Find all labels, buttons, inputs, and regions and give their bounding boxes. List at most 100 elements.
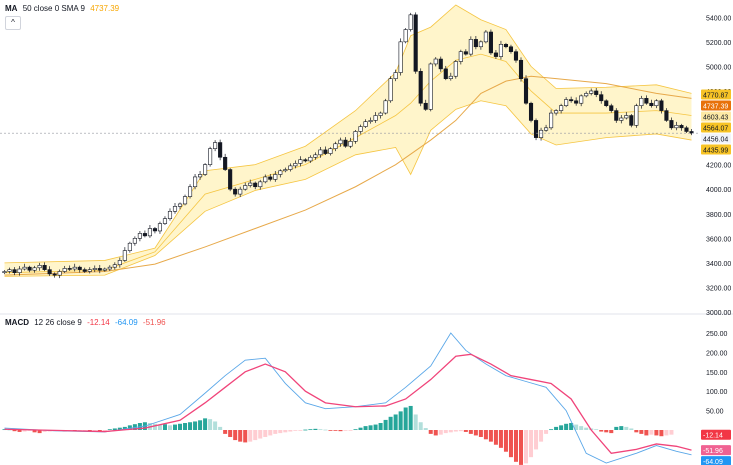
candle [488, 29, 493, 55]
candle [478, 40, 483, 50]
macd-histogram-bar [649, 430, 654, 435]
macd-histogram-bar [333, 430, 338, 431]
signal-line [4, 353, 692, 454]
price-label-text: 4737.39 [703, 104, 728, 111]
candle-body [62, 268, 67, 272]
candle [343, 137, 348, 148]
macd-histogram-bar [178, 423, 183, 430]
macd-histogram-bar [544, 430, 549, 434]
candle-body [398, 41, 403, 73]
macd-histogram-bar [478, 430, 483, 437]
macd-histogram-bar [549, 429, 554, 431]
collapse-icon[interactable]: ^ [5, 16, 21, 30]
candle-body [363, 121, 368, 127]
candle [7, 267, 12, 274]
candle-body [423, 102, 428, 110]
candle [609, 103, 614, 113]
candle [523, 75, 529, 105]
candle [137, 230, 142, 242]
candle-body [428, 63, 433, 110]
candle-body [443, 68, 448, 79]
candle-body [7, 269, 12, 272]
candle [87, 267, 92, 274]
macd-histogram-bar [353, 429, 358, 431]
price-label-bg [701, 122, 731, 133]
price-tick-label: 5000.00 [706, 64, 731, 71]
candle-body [72, 266, 77, 270]
price-label-text: 4564.07 [703, 126, 728, 133]
candle-body [559, 105, 564, 111]
candle [674, 121, 679, 131]
macd-histogram-bar [619, 426, 624, 430]
candle-body [223, 156, 228, 170]
macd-histogram-bar [208, 419, 213, 430]
macd-histogram-bar [423, 428, 428, 430]
macd-histogram-bar [42, 430, 47, 432]
price-tick-label: 3600.00 [706, 236, 731, 243]
candle-body [47, 269, 52, 275]
candle [323, 146, 328, 156]
macd-histogram-bar [278, 430, 283, 434]
macd-histogram-bar [644, 430, 649, 436]
candle-body [42, 265, 47, 270]
candle-body [614, 110, 619, 121]
candle [243, 182, 248, 191]
candle-body [12, 269, 17, 274]
candle [117, 257, 122, 268]
candle-body [213, 142, 218, 149]
ma-legend-value: 4737.39 [90, 4, 120, 13]
candle [639, 95, 644, 109]
candle-body [473, 39, 478, 48]
candle-body [258, 181, 263, 188]
candle [418, 68, 423, 107]
candle [684, 125, 689, 133]
macd-histogram-bar [107, 429, 112, 431]
candle-body [659, 100, 664, 111]
candle-body [193, 176, 198, 188]
macd-histogram-bar [228, 430, 233, 437]
macd-histogram-bar [132, 424, 137, 430]
candle-body [508, 46, 514, 52]
candle [152, 227, 157, 234]
macd-histogram-bar [17, 430, 22, 432]
candle-body [147, 228, 152, 237]
candle-body [689, 131, 694, 134]
candle [373, 112, 378, 123]
macd-legend[interactable]: MACD 12 26 close 9 -12.14 -64.09 -51.96 [5, 318, 169, 327]
candle-body [393, 72, 398, 79]
candle-body [388, 78, 393, 102]
candle [127, 241, 132, 253]
ma-legend[interactable]: MA 50 close 0 SMA 9 4737.39 [5, 4, 122, 13]
candle [32, 265, 37, 273]
candle-body [599, 94, 604, 102]
macd-legend-hist: -12.14 [87, 318, 110, 327]
price-label-bg [701, 429, 731, 440]
candle-body [82, 269, 87, 272]
macd-histogram-bar [167, 425, 172, 430]
candle-body [313, 154, 318, 158]
ma-legend-name: MA [5, 4, 18, 13]
candle [383, 98, 388, 115]
candle-body [564, 99, 569, 106]
macd-axis-label: -64.09 [701, 456, 731, 465]
candle [518, 57, 524, 82]
macd-tick-label: 50.00 [706, 409, 724, 416]
candle [528, 101, 534, 123]
price-label-bg [701, 133, 731, 144]
candle-body [172, 206, 178, 212]
price-axis-label: 4603.43 [701, 111, 731, 122]
macd-histogram-bar [157, 424, 162, 430]
macd-histogram-bar [473, 430, 478, 436]
candle [624, 112, 629, 120]
macd-histogram-bar [418, 422, 423, 430]
macd-histogram-bar [488, 430, 493, 442]
candle-body [303, 159, 308, 162]
candle-body [182, 196, 188, 205]
candle-body [338, 139, 343, 145]
macd-histogram-bar [323, 429, 328, 431]
candle [308, 155, 313, 163]
candle [22, 263, 27, 271]
candle [358, 124, 363, 135]
macd-histogram-bar [268, 430, 273, 436]
